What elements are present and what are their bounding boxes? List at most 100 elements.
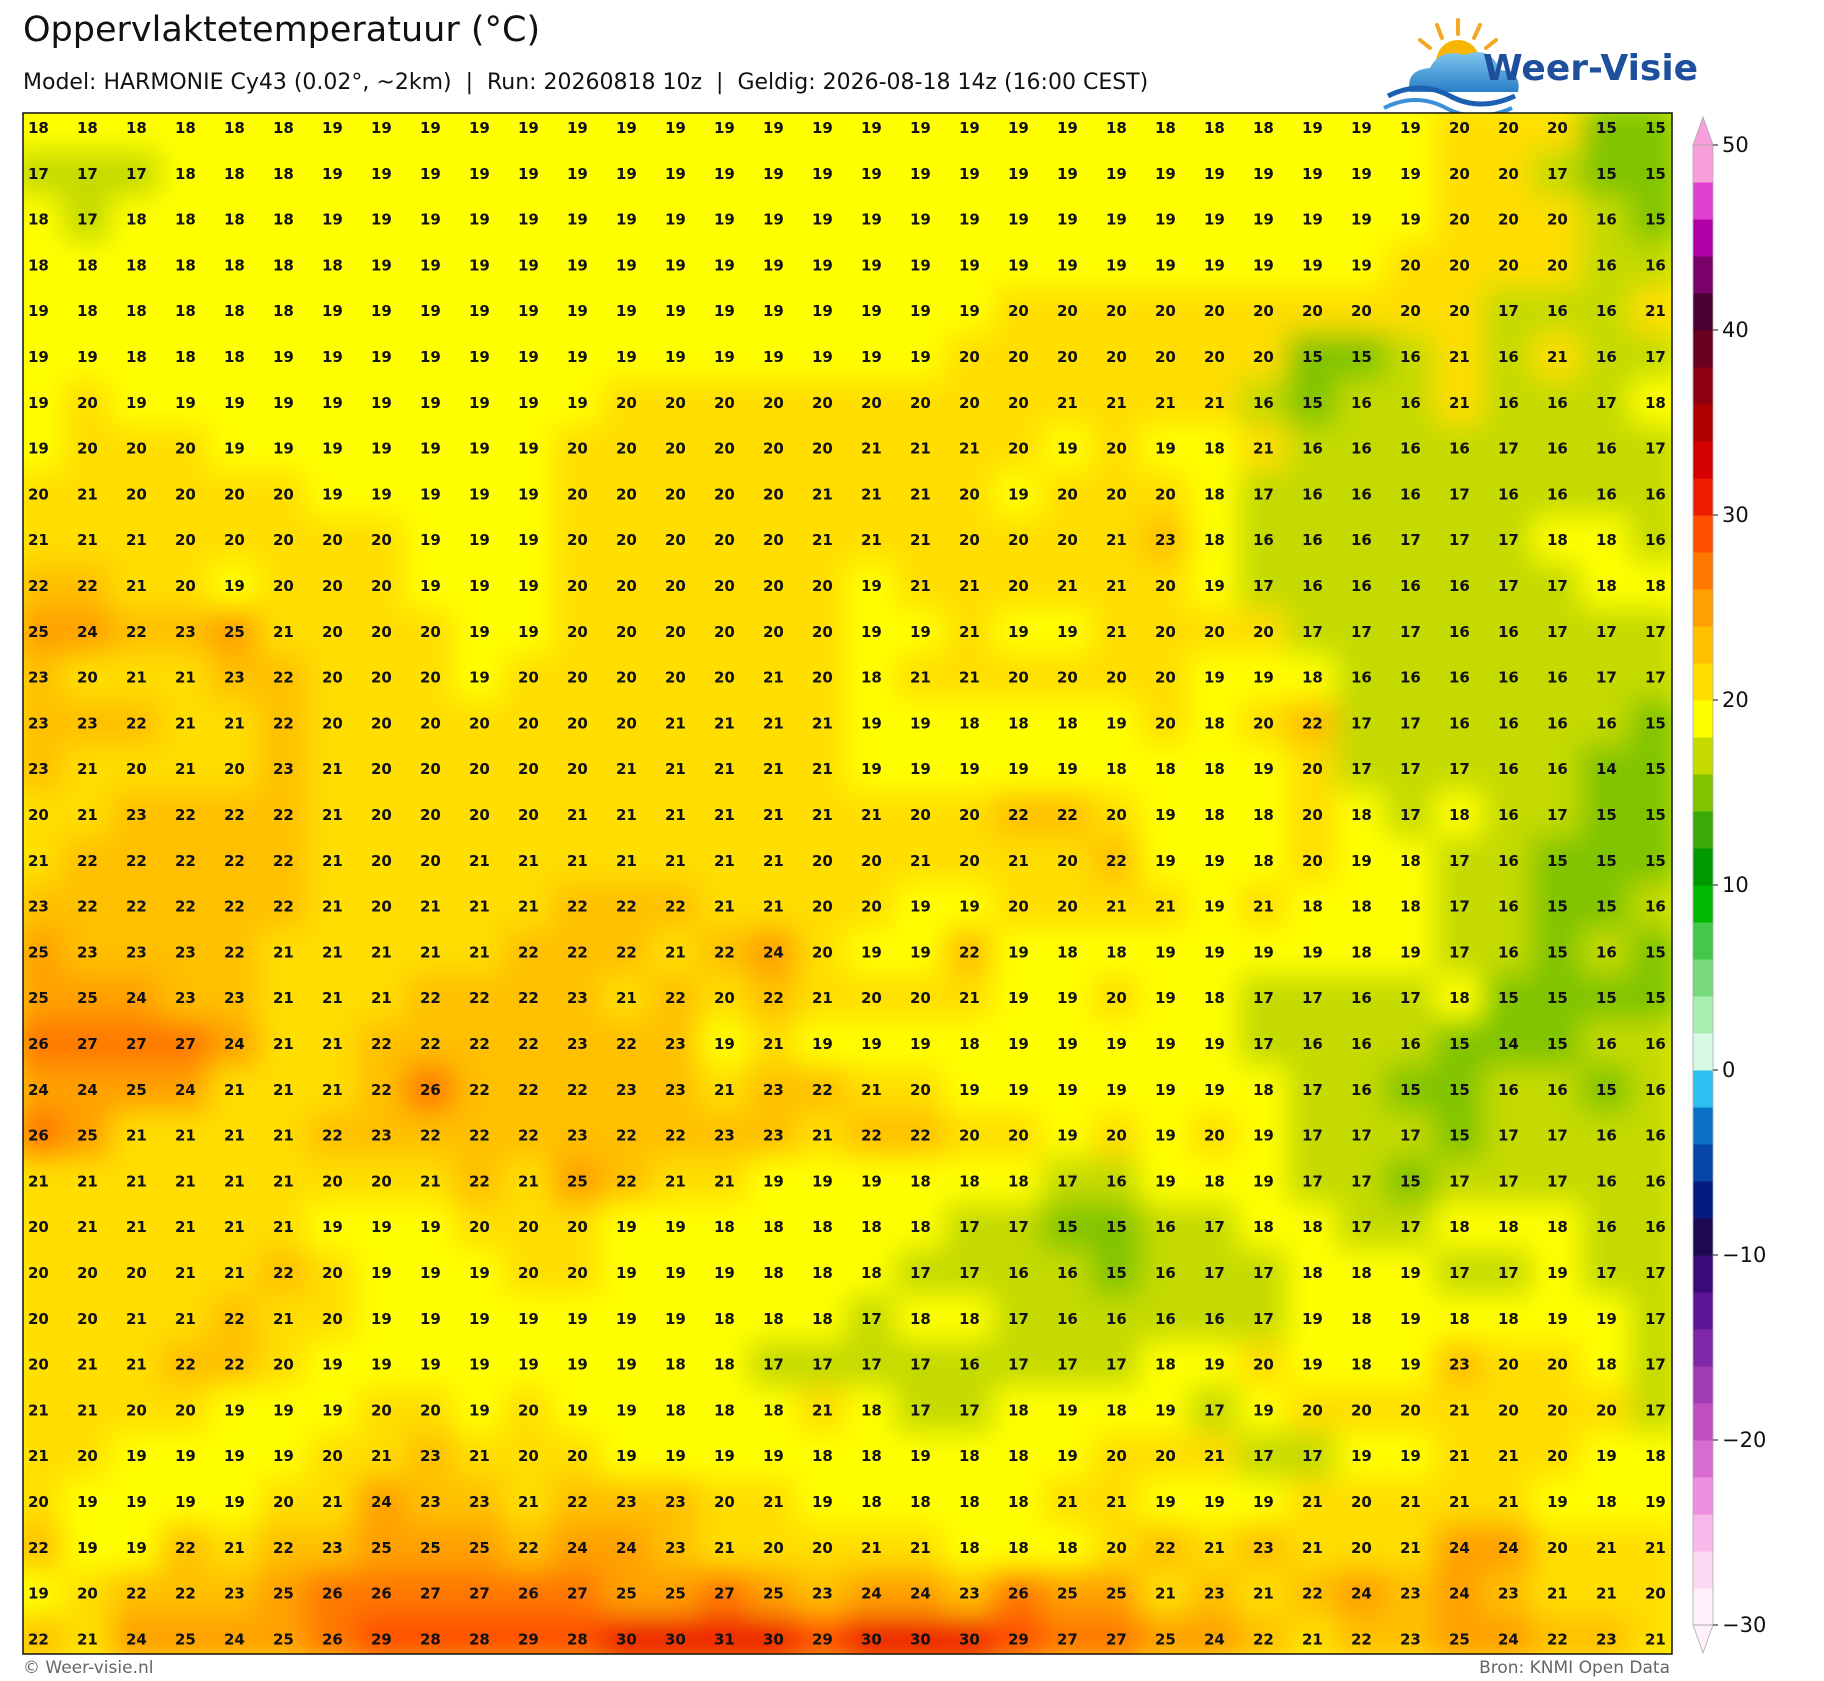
temperature-label: 20 [1057,852,1078,870]
temperature-cell [61,928,113,977]
temperature-cell [257,928,309,977]
temperature-cell [110,745,162,794]
temperature-cell [257,1432,309,1481]
colorbar-band [1693,515,1713,553]
temperature-cell [1090,882,1142,931]
temperature-label: 17 [1351,760,1372,778]
temperature-cell [649,241,701,290]
temperature-cell [257,745,309,794]
temperature-cell [1041,928,1093,977]
temperature-label: 15 [1106,1218,1127,1236]
temperature-cell [992,1386,1044,1435]
temperature-label: 23 [175,943,196,961]
temperature-cell [796,195,848,244]
temperature-cell [1629,699,1672,748]
temperature-cell [992,195,1044,244]
temperature-label: 18 [812,1310,833,1328]
temperature-cell [845,287,897,336]
temperature-label: 20 [1302,806,1323,824]
temperature-label: 19 [420,119,441,137]
temperature-label: 21 [812,485,833,503]
temperature-cell [306,1386,358,1435]
temperature-cell [306,516,358,565]
temperature-cell [1335,882,1387,931]
temperature-label: 24 [371,1493,392,1511]
temperature-cell [845,1111,897,1160]
temperature-cell [1580,836,1632,885]
temperature-label: 16 [1498,760,1519,778]
temperature-label: 23 [224,669,245,687]
temperature-label: 18 [1498,1218,1519,1236]
temperature-cell [1237,882,1289,931]
temperature-label: 27 [1106,1630,1127,1648]
temperature-cell [551,1340,603,1389]
temperature-label: 18 [1547,531,1568,549]
temperature-label: 18 [1008,714,1029,732]
temperature-cell [1286,287,1338,336]
temperature-label: 16 [1596,1218,1617,1236]
temperature-cell [257,882,309,931]
temperature-cell [23,1157,64,1206]
temperature-cell [1531,1294,1583,1343]
temperature-cell [796,1203,848,1252]
temperature-cell [1188,1111,1240,1160]
temperature-cell [453,699,505,748]
temperature-label: 17 [1008,1356,1029,1374]
colorbar-band [1693,626,1713,664]
temperature-label: 20 [1008,348,1029,366]
temperature-cell [1482,378,1534,427]
temperature-cell [404,745,456,794]
temperature-label: 20 [714,989,735,1007]
temperature-cell [257,653,309,702]
colorbar-band [1693,1144,1713,1182]
temperature-label: 19 [1106,256,1127,274]
temperature-cell [698,974,750,1023]
temperature-label: 17 [1351,623,1372,641]
temperature-cell [1090,791,1142,839]
temperature-label: 20 [28,1264,49,1282]
temperature-cell [1041,287,1093,336]
temperature-cell [1237,1340,1289,1389]
temperature-label: 19 [763,256,784,274]
temperature-cell [1433,378,1485,427]
temperature-label: 21 [1449,1401,1470,1419]
temperature-label: 19 [420,1218,441,1236]
temperature-label: 19 [1155,943,1176,961]
temperature-label: 20 [567,1264,588,1282]
temperature-label: 19 [469,348,490,366]
temperature-cell [796,882,848,931]
temperature-label: 19 [77,1493,98,1511]
temperature-cell [649,1249,701,1297]
temperature-label: 20 [1302,1401,1323,1419]
temperature-cell [1531,378,1583,427]
temperature-label: 20 [77,1585,98,1603]
temperature-label: 19 [126,394,147,412]
temperature-cell [355,562,407,610]
temperature-cell [551,1065,603,1114]
temperature-label: 27 [420,1585,441,1603]
temperature-label: 22 [1057,806,1078,824]
temperature-label: 17 [1057,1172,1078,1190]
temperature-label: 23 [77,943,98,961]
temperature-label: 16 [1351,577,1372,595]
temperature-cell [1482,1203,1534,1252]
temperature-cell [845,607,897,656]
temperature-cell [502,974,554,1023]
temperature-label: 20 [1302,302,1323,320]
temperature-cell [992,1523,1044,1572]
temperature-label: 16 [1547,669,1568,687]
temperature-cell [1531,653,1583,702]
temperature-label: 18 [861,1264,882,1282]
temperature-label: 22 [518,1081,539,1099]
temperature-label: 16 [1596,256,1617,274]
temperature-cell [61,653,113,702]
temperature-cell [1090,928,1142,977]
temperature-label: 21 [273,1218,294,1236]
temperature-label: 20 [1253,348,1274,366]
temperature-cell [502,1432,554,1481]
temperature-cell [1629,516,1672,565]
temperature-cell [1188,928,1240,977]
temperature-cell [355,516,407,565]
temperature-label: 20 [1204,1127,1225,1145]
temperature-label: 19 [1253,256,1274,274]
